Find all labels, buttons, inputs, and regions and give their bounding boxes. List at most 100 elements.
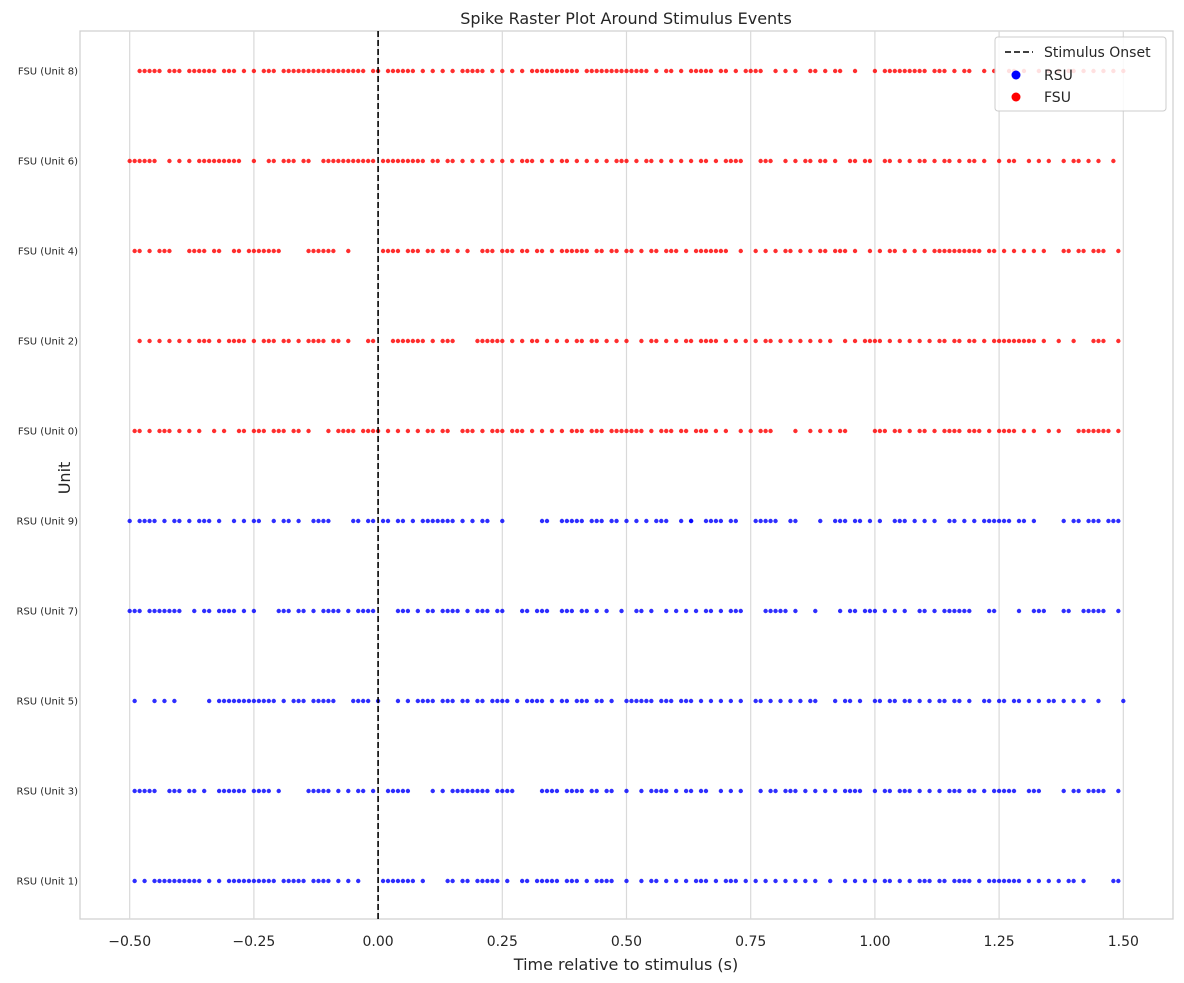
spike-point (500, 158, 505, 164)
spike-point (202, 608, 207, 614)
spike-point (1096, 518, 1101, 524)
spike-point (505, 878, 510, 884)
spike-point (385, 788, 391, 794)
spike-point (619, 428, 624, 434)
spike-point (559, 518, 565, 524)
spike-point (808, 158, 813, 164)
spike-point (346, 428, 351, 434)
spike-point (216, 338, 222, 344)
spike-point (1071, 878, 1076, 884)
spike-point (962, 608, 967, 614)
spike-point (1086, 428, 1091, 434)
spike-point (703, 68, 709, 74)
spike-point (996, 788, 1002, 794)
spike-point (306, 68, 311, 74)
spike-point (1116, 608, 1121, 614)
spike-point (410, 878, 416, 884)
spike-point (1006, 518, 1012, 524)
spike-point (162, 878, 167, 884)
spike-point (405, 68, 411, 74)
spike-point (683, 788, 689, 794)
spike-point (713, 248, 719, 254)
spike-point (281, 428, 286, 434)
spike-point (718, 608, 724, 614)
spike-point (326, 878, 331, 884)
spike-point (942, 428, 947, 434)
x-tick-label: 0.75 (735, 934, 766, 950)
spike-point (455, 788, 460, 794)
spike-point (937, 878, 942, 884)
spike-point (187, 878, 192, 884)
spike-point (400, 158, 406, 164)
spike-point (147, 248, 152, 254)
spike-point (544, 878, 550, 884)
spike-point (1091, 518, 1096, 524)
spike-point (1026, 338, 1032, 344)
spike-point (639, 788, 644, 794)
spike-point (435, 158, 440, 164)
spike-point (142, 68, 147, 74)
spike-point (947, 428, 952, 434)
spike-point (962, 248, 967, 254)
spike-point (589, 518, 594, 524)
spike-point (1056, 428, 1061, 434)
spike-point (276, 248, 281, 254)
spike-point (157, 248, 162, 254)
unit-labels: RSU (Unit 1) RSU (Unit 3) RSU (Unit 5) RSU … (17, 67, 79, 888)
spike-point (236, 428, 242, 434)
unit-label: RSU (Unit 1) (17, 877, 79, 888)
spike-point (500, 428, 505, 434)
spike-point (1001, 878, 1007, 884)
spike-point (882, 608, 888, 614)
spike-point (897, 788, 902, 794)
spike-point (887, 698, 893, 704)
spike-point (659, 428, 664, 434)
spike-point (683, 608, 689, 614)
spike-point (1011, 158, 1017, 164)
spike-point (703, 518, 709, 524)
spike-point (967, 878, 972, 884)
spike-point (470, 518, 475, 524)
spike-point (321, 248, 326, 254)
spike-point (137, 518, 142, 524)
spike-point (907, 788, 912, 794)
spike-point (216, 878, 222, 884)
spike-point (395, 788, 401, 794)
spike-point (793, 878, 798, 884)
spike-point (137, 338, 142, 344)
spike-point (937, 698, 942, 704)
spike-point (360, 698, 366, 704)
spike-point (922, 68, 927, 74)
spike-point (738, 698, 743, 704)
spike-point (718, 788, 724, 794)
spike-point (202, 788, 207, 794)
spike-point (589, 428, 594, 434)
spike-point (281, 698, 286, 704)
spike-point (1071, 788, 1076, 794)
spike-point (788, 788, 793, 794)
spike-point (748, 68, 753, 74)
spike-point (614, 338, 619, 344)
spike-point (664, 698, 669, 704)
spike-point (341, 158, 346, 164)
spike-point (698, 788, 704, 794)
spike-point (395, 68, 401, 74)
spike-point (957, 338, 962, 344)
spike-point (152, 68, 157, 74)
spike-point (167, 878, 172, 884)
spike-point (420, 68, 426, 74)
spike-point (967, 68, 972, 74)
spike-point (634, 428, 639, 434)
spike-point (480, 158, 485, 164)
spike-point (539, 788, 545, 794)
spike-point (738, 158, 743, 164)
spike-point (445, 338, 450, 344)
spike-point (937, 788, 942, 794)
spike-point (430, 608, 435, 614)
spike-point (1086, 788, 1091, 794)
spike-point (276, 788, 281, 794)
spike-point (147, 608, 152, 614)
spike-point (415, 608, 421, 614)
spike-point (420, 518, 426, 524)
spike-point (569, 788, 575, 794)
